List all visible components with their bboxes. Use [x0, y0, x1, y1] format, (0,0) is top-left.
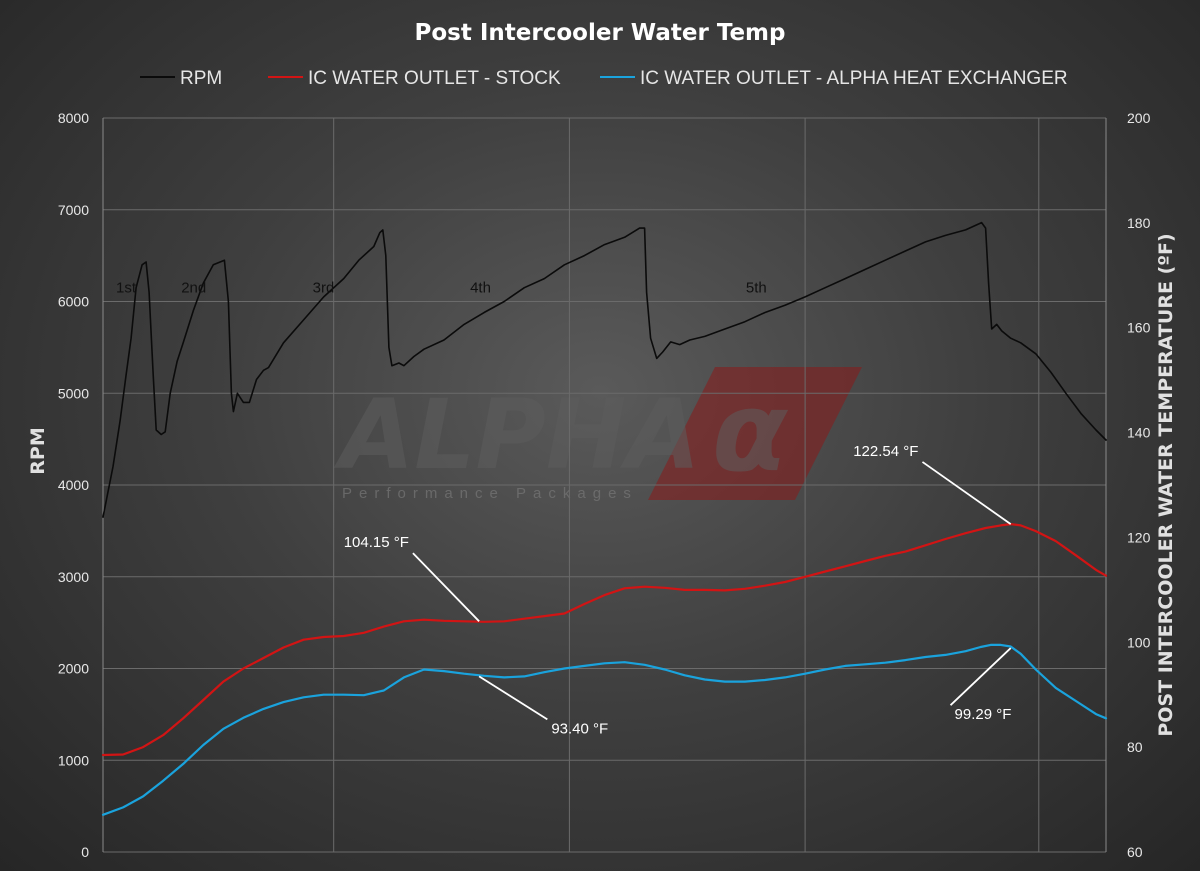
legend-label-stock: IC WATER OUTLET - STOCK — [308, 68, 561, 89]
gear-label-4: 4th — [470, 280, 491, 297]
callout-label-1: 122.54 °F — [853, 443, 918, 460]
callout-label-3: 99.29 °F — [955, 706, 1012, 723]
y-axis-right-title: POST INTERCOOLER WATER TEMPERATURE (ºF) — [1155, 233, 1177, 736]
y-right-tick-label-6: 180 — [1127, 215, 1151, 231]
y-left-tick-label-4: 4000 — [58, 477, 89, 493]
y-left-tick-label-3: 3000 — [58, 569, 89, 585]
y-right-tick-label-4: 140 — [1127, 425, 1151, 441]
callout-label-0: 104.15 °F — [344, 534, 409, 551]
callouts: 104.15 °F 122.54 °F 93.40 °F 99.29 °F — [344, 443, 1012, 737]
callout-leader-1 — [921, 461, 1012, 525]
y-right-tick-label-7: 200 — [1127, 110, 1151, 126]
y-axis-right-ticks: 60 80 100 120 140 160 180 200 — [1127, 110, 1151, 860]
callout-leader-2 — [478, 675, 548, 721]
legend-label-rpm: RPM — [180, 68, 222, 89]
watermark-tagline: Performance Packages — [342, 485, 638, 502]
watermark-red-parallelogram — [648, 367, 862, 500]
y-left-tick-label-1: 1000 — [58, 752, 89, 768]
y-left-tick-label-7: 7000 — [58, 202, 89, 218]
y-axis-left-title: RPM — [27, 427, 49, 474]
watermark-logo-text: ALPHA — [333, 379, 700, 491]
gear-label-2: 2nd — [181, 280, 206, 297]
y-left-tick-label-2: 2000 — [58, 661, 89, 677]
legend-item-stock: IC WATER OUTLET - STOCK — [268, 68, 561, 89]
gear-label-5: 5th — [746, 280, 767, 297]
y-left-tick-label-8: 8000 — [58, 110, 89, 126]
y-left-tick-label-6: 6000 — [58, 294, 89, 310]
gear-label-3: 3rd — [313, 280, 335, 297]
y-right-tick-label-2: 100 — [1127, 634, 1151, 650]
y-right-tick-label-1: 80 — [1127, 739, 1143, 755]
callout-leader-0 — [412, 552, 480, 622]
callout-label-2: 93.40 °F — [551, 720, 608, 737]
y-right-tick-label-5: 160 — [1127, 320, 1151, 336]
chart-title: Post Intercooler Water Temp — [415, 20, 786, 46]
gridlines — [102, 117, 1107, 853]
series-line-stock — [101, 523, 1108, 757]
y-left-tick-label-5: 5000 — [58, 385, 89, 401]
legend-label-alpha: IC WATER OUTLET - ALPHA HEAT EXCHANGER — [640, 68, 1068, 89]
callout-leader-3 — [949, 647, 1012, 706]
watermark-logo: ALPHA α Performance Packages — [333, 367, 862, 502]
y-axis-left-ticks: 0 1000 2000 3000 4000 5000 6000 7000 8000 — [58, 110, 89, 860]
series-lines — [101, 221, 1108, 816]
legend-item-rpm: RPM — [140, 68, 222, 89]
series-line-alpha — [101, 643, 1108, 816]
gear-label-1: 1st — [116, 280, 137, 297]
y-left-tick-label-0: 0 — [81, 844, 89, 860]
gear-labels: 1st 2nd 3rd 4th 5th — [116, 280, 767, 297]
legend: RPM IC WATER OUTLET - STOCK IC WATER OUT… — [140, 68, 1068, 89]
legend-item-alpha: IC WATER OUTLET - ALPHA HEAT EXCHANGER — [600, 68, 1068, 89]
y-right-tick-label-3: 120 — [1127, 529, 1151, 545]
series-line-rpm — [102, 221, 1107, 518]
watermark-alpha-symbol: α — [712, 368, 789, 496]
y-right-tick-label-0: 60 — [1127, 844, 1143, 860]
